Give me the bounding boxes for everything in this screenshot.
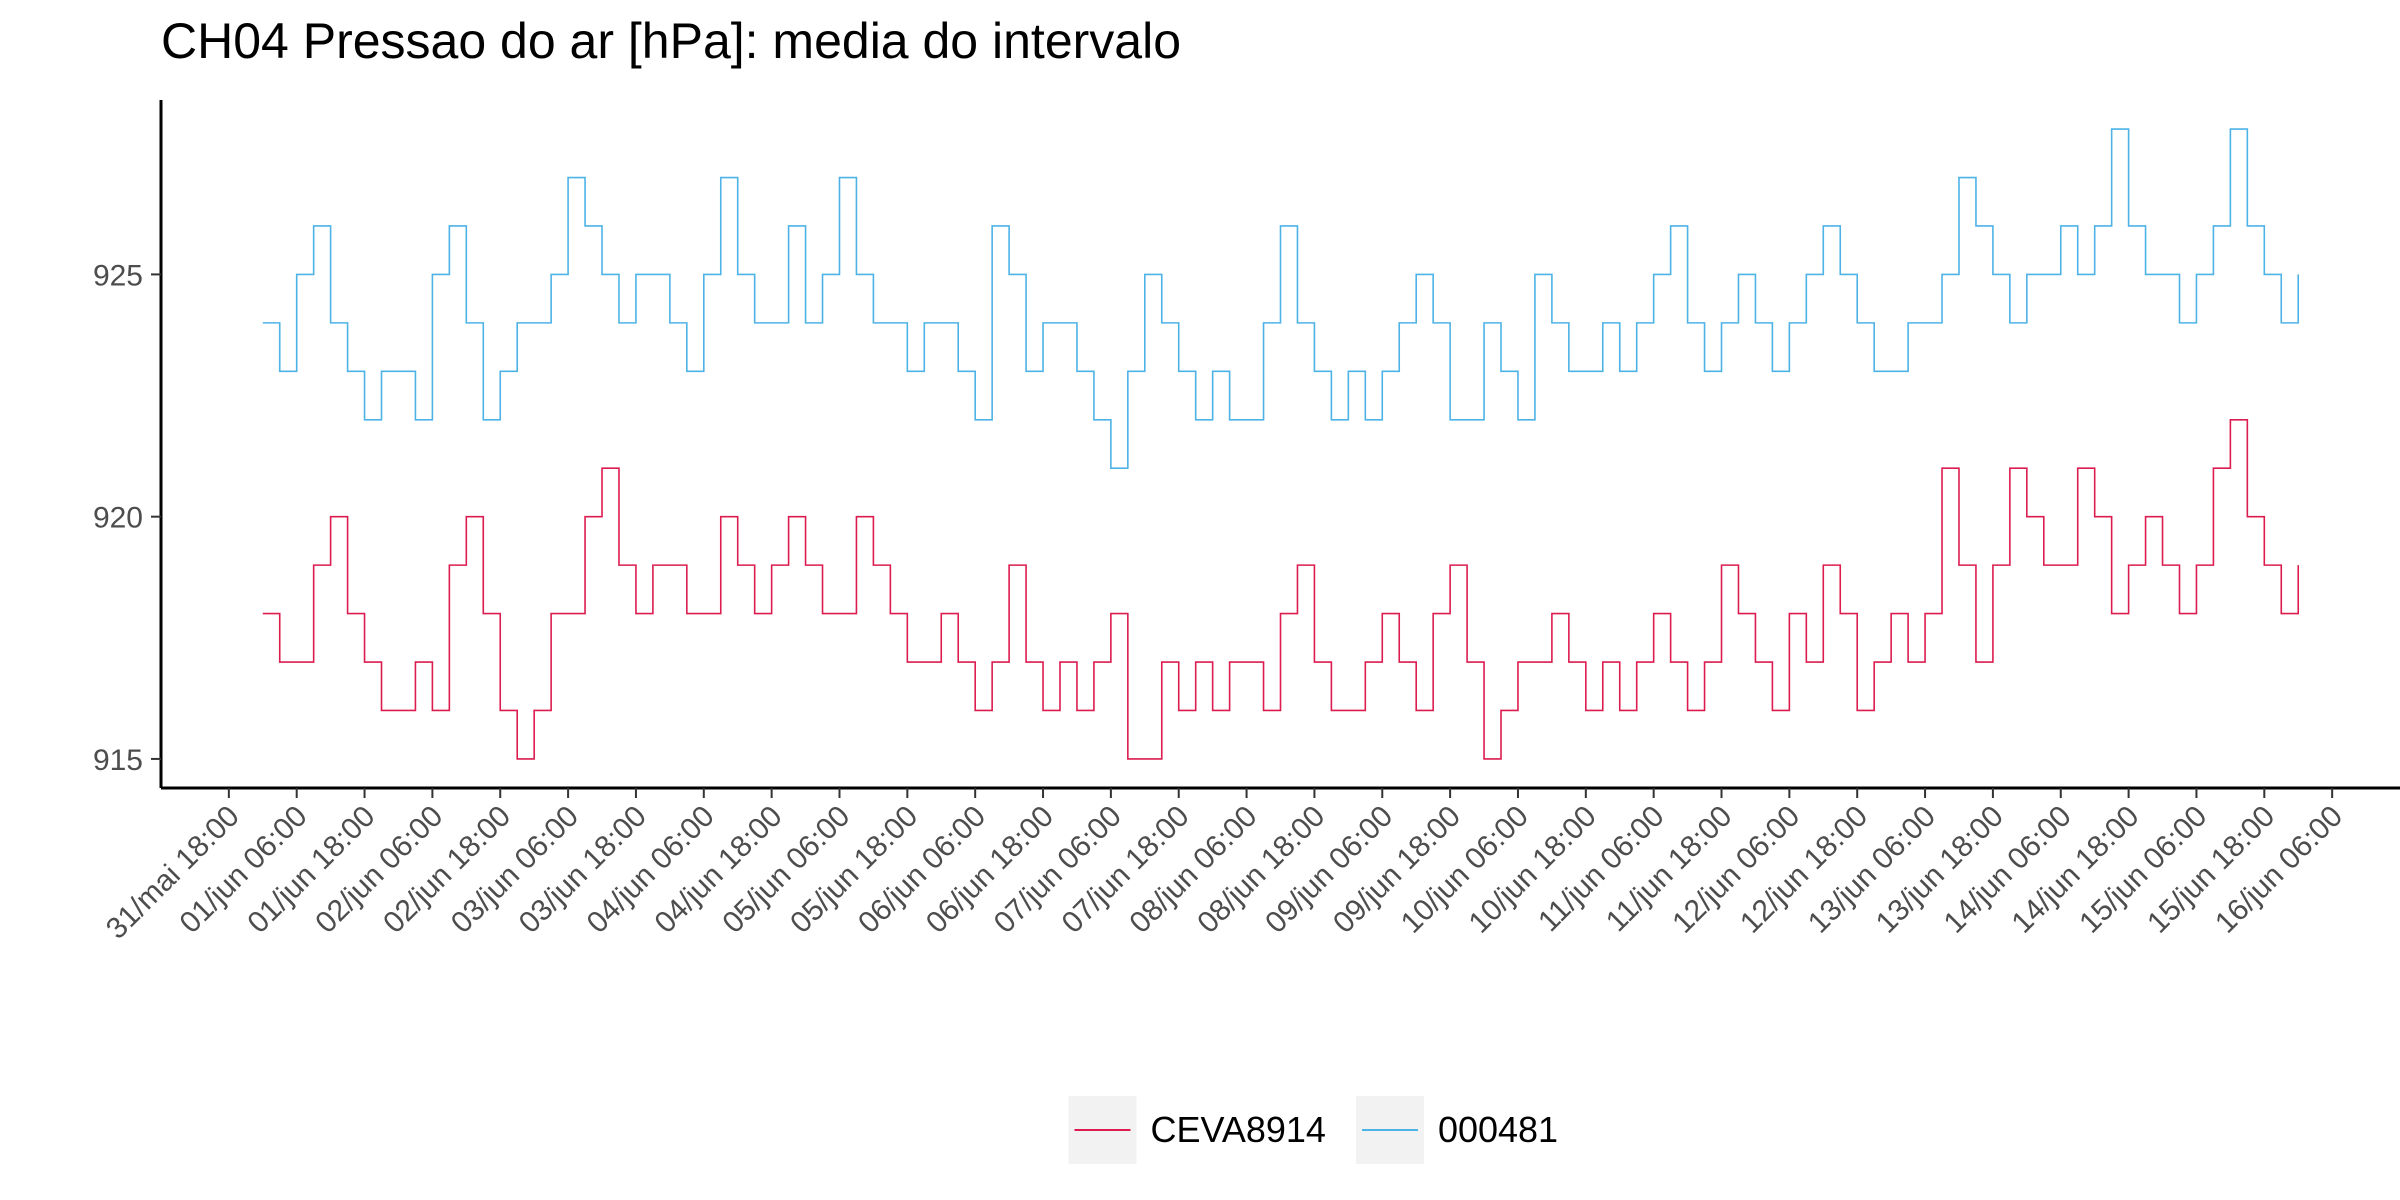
y-tick-label: 925 <box>93 259 143 292</box>
chart-title: CH04 Pressao do ar [hPa]: media do inter… <box>161 13 1181 69</box>
legend-label: CEVA8914 <box>1151 1109 1326 1150</box>
y-tick-label: 915 <box>93 744 143 777</box>
series-line <box>262 128 2300 470</box>
legend-label: 000481 <box>1438 1109 1558 1150</box>
y-tick-label: 920 <box>93 502 143 535</box>
series-line <box>262 418 2300 760</box>
